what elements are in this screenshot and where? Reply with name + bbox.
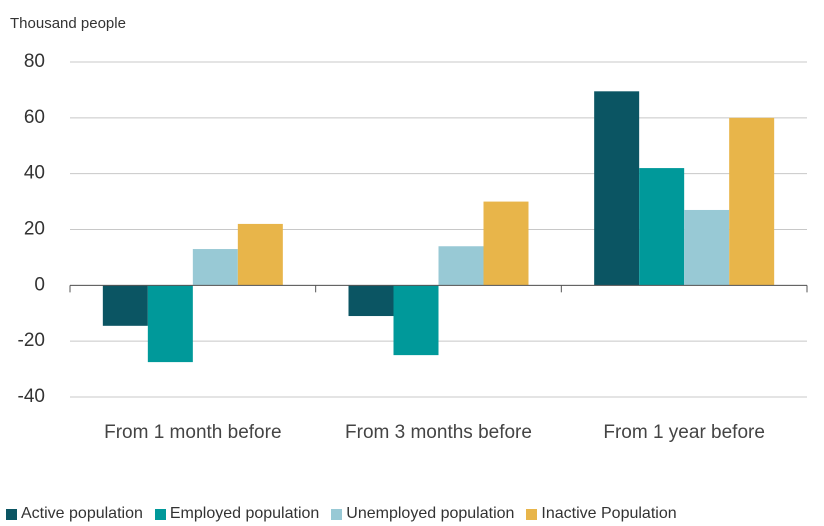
y-tick-label: -40 [18,386,45,407]
plot: Thousand people -40 -20 0 20 40 60 80 [10,15,808,407]
x-tick-label: From 1 year before [603,422,765,443]
bar [438,246,484,286]
legend-swatch [526,508,538,520]
legend-item: Active population [6,505,143,523]
y-tick-label: -20 [18,330,45,351]
bar [639,168,685,286]
legend-label: Inactive Population [541,505,677,522]
legend-item: Employed population [154,505,320,523]
legend: Active population Employed population Unem… [6,505,677,523]
y-tick-label: 40 [24,163,45,184]
legend-label: Active population [21,505,143,522]
y-axis-label: Thousand people [10,15,126,32]
x-tick-label: From 1 month before [104,422,282,443]
bar [192,249,238,286]
bar [483,201,529,286]
legend-swatch [154,508,166,520]
legend-swatch [6,508,17,520]
bar [102,285,148,326]
x-tick-label: From 3 months before [345,422,532,443]
y-tick-label: 0 [34,274,45,295]
legend-label: Unemployed population [346,505,515,522]
bar [393,285,439,356]
legend-item: Inactive Population [526,505,677,523]
bar [348,285,394,317]
y-tick-label: 20 [24,219,45,240]
legend-swatch [331,508,343,520]
bar [729,117,775,286]
bar [147,285,193,363]
y-tick-label: 80 [24,51,45,72]
bar [684,209,730,286]
bar [594,91,640,286]
legend-item: Unemployed population [331,505,514,523]
legend-label: Employed population [169,505,320,522]
y-tick-label: 60 [24,107,45,128]
bar [237,223,283,286]
